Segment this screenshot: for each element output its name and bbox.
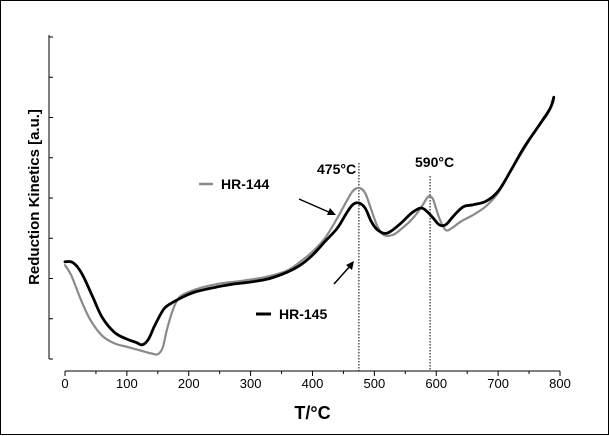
annotation-475C: 475°C xyxy=(317,161,356,177)
x-tick-label: 400 xyxy=(302,376,324,391)
hr-144-label: HR-144 xyxy=(221,176,269,192)
y-axis-title: Reduction Kinetics [a.u.] xyxy=(26,109,43,285)
x-tick-label: 100 xyxy=(116,376,138,391)
annotation-590C: 590°C xyxy=(415,154,454,170)
x-tick-label: 800 xyxy=(549,376,571,391)
x-tick-label: 200 xyxy=(178,376,200,391)
arrow-to-hr-145 xyxy=(333,261,354,285)
series-line-hr-145 xyxy=(63,95,556,347)
x-axis-title: T/°C xyxy=(294,403,330,423)
series-lines xyxy=(63,95,556,356)
x-tick-label: 700 xyxy=(487,376,509,391)
axes: 0 100 200 300 400 500 600 700 800 T/°C Reduction K… xyxy=(26,35,571,423)
x-tick-label: 600 xyxy=(425,376,447,391)
x-tick-label: 500 xyxy=(364,376,386,391)
series-label-hr-144: HR-144 xyxy=(199,176,269,192)
annotations: 475°C 590°C HR-144 HR-145 xyxy=(199,154,454,322)
series-line-hr-144 xyxy=(63,99,555,356)
x-tick-label: 0 xyxy=(61,376,68,391)
series-label-hr-145: HR-145 xyxy=(256,306,327,322)
temperature-markers xyxy=(358,163,431,371)
x-tick-label: 300 xyxy=(240,376,262,391)
arrow-to-hr-144 xyxy=(298,198,336,215)
hr-145-label: HR-145 xyxy=(279,306,327,322)
